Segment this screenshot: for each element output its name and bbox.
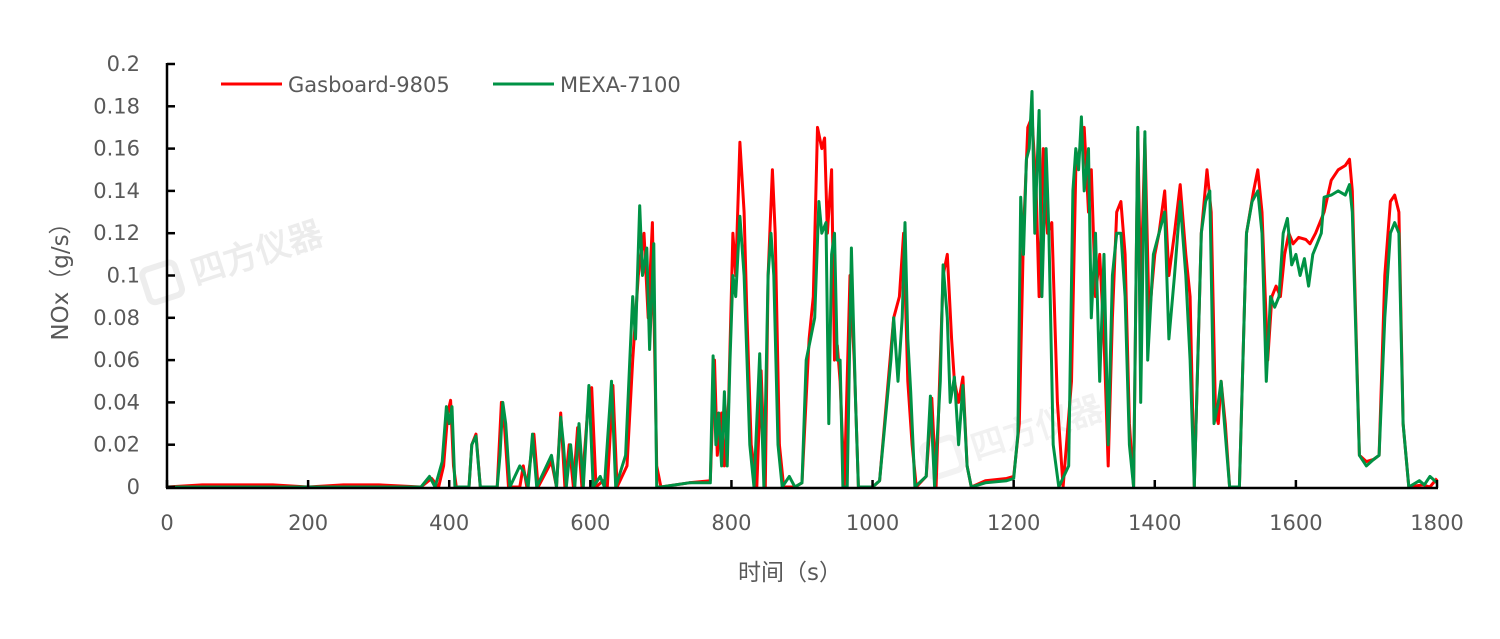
watermark-text: 四方仪器 <box>966 388 1109 468</box>
y-tick-label: 0.18 <box>93 94 140 118</box>
y-tick-label: 0.06 <box>93 348 140 372</box>
x-tick-label: 1600 <box>1269 511 1322 535</box>
legend-label-mexa: MEXA-7100 <box>560 73 681 97</box>
plot-series <box>166 90 1439 489</box>
y-tick-label: 0 <box>127 475 140 499</box>
legend-item-mexa: MEXA-7100 <box>493 73 681 97</box>
y-axis-ticks: 0 0.02 0.04 0.06 0.08 0.1 0.12 0.14 0.16 0.18 0.2 <box>93 52 175 499</box>
series-line-gasboard-9805 <box>166 115 1439 489</box>
x-axis-title: 时间（s） <box>738 560 842 586</box>
x-tick-label: 1400 <box>1128 511 1181 535</box>
watermark-text: 四方仪器 <box>186 213 329 293</box>
y-tick-label: 0.02 <box>93 433 140 457</box>
y-tick-label: 0.1 <box>107 264 140 288</box>
x-tick-label: 200 <box>288 511 328 535</box>
x-axis-ticks: 0 200 400 600 800 1000 1200 1400 1600 1800 <box>160 480 1464 535</box>
x-tick-label: 800 <box>711 511 751 535</box>
x-tick-label: 400 <box>429 511 469 535</box>
series-line-mexa-7100 <box>167 90 1439 489</box>
watermark-logo-icon <box>139 259 186 306</box>
x-tick-label: 1000 <box>846 511 899 535</box>
y-tick-label: 0.16 <box>93 137 140 161</box>
y-axis-title: NOx（g/s） <box>48 211 74 340</box>
y-tick-label: 0.08 <box>93 306 140 330</box>
watermark-top-left: 四方仪器 <box>139 213 329 306</box>
y-tick-label: 0.12 <box>93 221 140 245</box>
y-tick-label: 0.2 <box>107 52 140 76</box>
y-tick-label: 0.04 <box>93 390 140 414</box>
x-tick-label: 1200 <box>987 511 1040 535</box>
x-tick-label: 0 <box>160 511 173 535</box>
legend-item-gasboard: Gasboard-9805 <box>221 73 450 97</box>
legend: Gasboard-9805 MEXA-7100 <box>221 73 681 97</box>
x-tick-label: 1800 <box>1410 511 1463 535</box>
legend-label-gasboard: Gasboard-9805 <box>288 73 450 97</box>
y-tick-label: 0.14 <box>93 179 140 203</box>
x-tick-label: 600 <box>570 511 610 535</box>
